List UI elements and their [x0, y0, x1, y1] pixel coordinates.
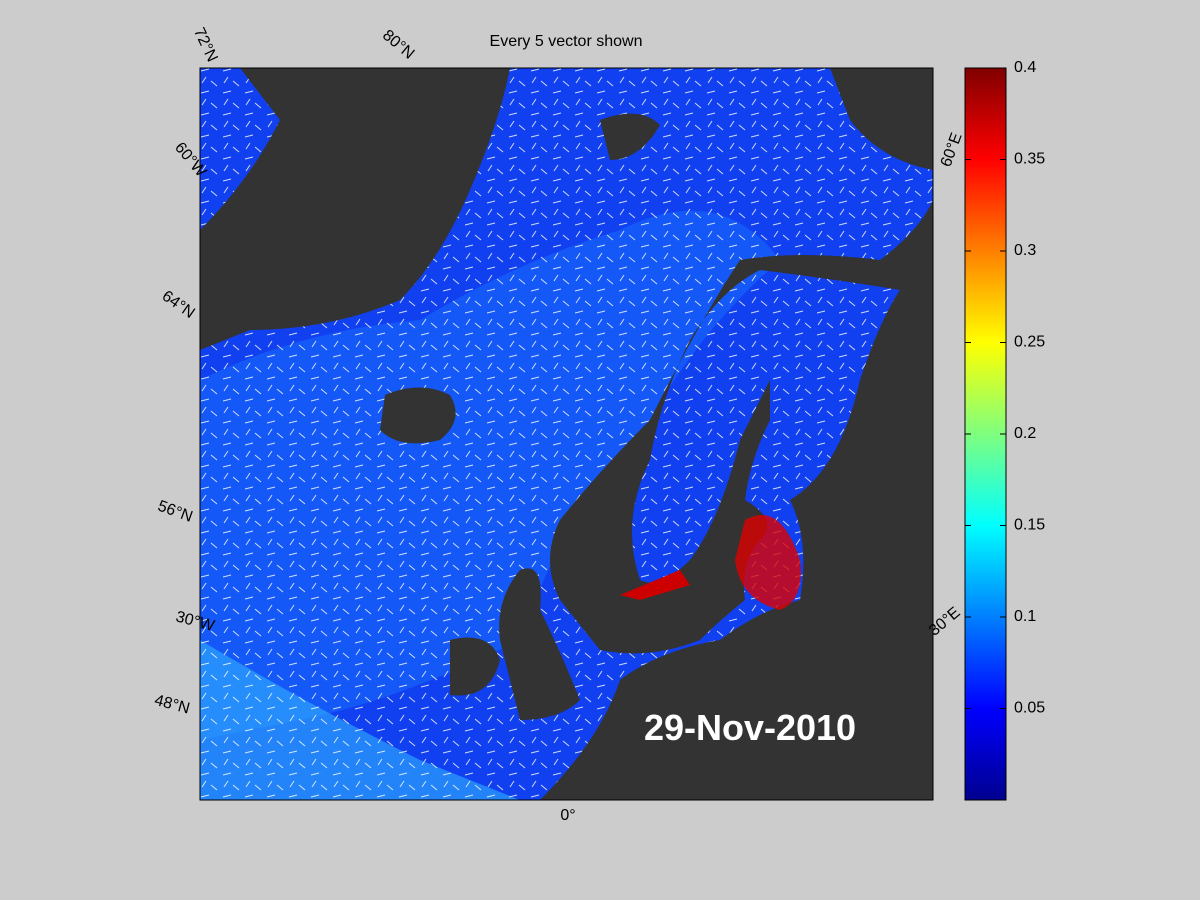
- colorbar-ticks: 0.05 0.1 0.15 0.2 0.25 0.3 0.35 0.4: [965, 59, 1045, 717]
- graticule-label: 56°N: [155, 498, 194, 526]
- graticule-label: 80°N: [379, 27, 417, 63]
- land-greenland: [200, 68, 510, 350]
- date-label: 29-Nov-2010: [644, 707, 856, 748]
- land-europe: [540, 200, 933, 800]
- colorbar: [964, 67, 1007, 801]
- colorbar-tick-label: 0.3: [1014, 242, 1036, 259]
- skagerrak-high: [620, 570, 690, 600]
- colorbar-tick-label: 0.35: [1014, 151, 1045, 168]
- map: 29-Nov-2010: [200, 68, 933, 800]
- colorbar-tick-label: 0.1: [1014, 608, 1036, 625]
- map-frame: [199, 67, 934, 801]
- graticule-label: 72°N: [190, 25, 221, 65]
- land-svalbard: [600, 113, 660, 160]
- map-title: Every 5 vector shown: [490, 33, 643, 50]
- colorbar-tick-label: 0.25: [1014, 334, 1045, 351]
- colorbar-tick-label: 0.2: [1014, 425, 1036, 442]
- graticule-label: 48°N: [153, 692, 192, 718]
- land-novaya-zemlya: [830, 68, 933, 170]
- graticule-label: 64°N: [159, 288, 198, 322]
- land-iceland: [380, 387, 456, 444]
- land-ireland: [450, 637, 500, 696]
- land-britain: [499, 568, 580, 720]
- baltic-high: [735, 515, 801, 610]
- graticule-label: 60°E: [938, 131, 966, 170]
- graticule-label: 0°: [560, 807, 575, 824]
- colorbar-tick-label: 0.15: [1014, 517, 1045, 534]
- colorbar-tick-label: 0.05: [1014, 700, 1045, 717]
- colorbar-tick-label: 0.4: [1014, 59, 1036, 76]
